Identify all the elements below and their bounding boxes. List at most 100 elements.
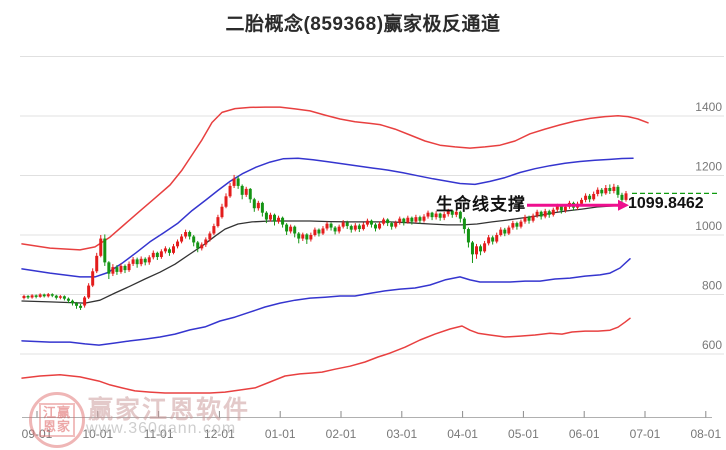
candle — [600, 187, 604, 197]
candle — [260, 201, 264, 217]
candle — [462, 217, 466, 234]
candle — [608, 184, 612, 194]
x-tick-label: 06-01 — [569, 427, 600, 441]
channel-line-upper-red — [21, 106, 649, 251]
support-arrow-head — [618, 199, 629, 211]
candle — [75, 301, 79, 309]
candle — [418, 215, 422, 224]
candle — [135, 257, 139, 268]
candle — [588, 193, 592, 203]
candle — [337, 224, 341, 234]
candle — [204, 237, 208, 247]
candle — [519, 219, 523, 229]
candle — [604, 185, 608, 195]
candle — [341, 220, 345, 229]
candle — [99, 235, 103, 258]
candle — [200, 242, 204, 251]
candle — [184, 229, 188, 239]
candle — [79, 304, 83, 310]
candle — [252, 197, 256, 212]
candle — [83, 295, 87, 308]
candle — [180, 234, 184, 244]
candle — [539, 210, 543, 220]
candle — [91, 268, 95, 288]
candle — [50, 293, 54, 298]
x-tick-label: 05-01 — [508, 427, 539, 441]
candle — [584, 193, 588, 203]
y-tick-label: 600 — [702, 338, 722, 352]
seal-text-line2: 恩家 — [42, 419, 71, 434]
candle — [470, 240, 474, 263]
candle — [317, 228, 321, 237]
candle — [430, 211, 434, 221]
candle — [103, 234, 107, 266]
candle — [224, 193, 228, 209]
candle — [333, 226, 337, 235]
y-tick-label: 1000 — [695, 219, 722, 233]
channel-line-upper-blue — [21, 157, 634, 278]
x-tick-label: 08-01 — [690, 427, 721, 441]
candle — [216, 214, 220, 228]
candle — [422, 214, 426, 223]
candle — [369, 219, 373, 228]
candle — [321, 226, 325, 235]
lifeline-support-label: 生命线支撑 — [436, 195, 526, 214]
lifeline-curve — [21, 204, 627, 304]
x-tick-label: 01-01 — [265, 427, 296, 441]
candle — [406, 215, 410, 224]
page-title: 二胎概念(859368)赢家极反通道 — [225, 14, 501, 35]
candle — [475, 243, 479, 259]
candle — [289, 224, 293, 234]
candle — [167, 247, 171, 256]
candle — [131, 257, 135, 266]
watermark-seal-text: 江赢 恩家 — [38, 403, 75, 437]
candle — [410, 216, 414, 225]
candle — [495, 232, 499, 244]
candle — [454, 209, 458, 218]
y-tick-label: 1400 — [695, 100, 722, 114]
candle — [54, 294, 58, 300]
candle — [378, 221, 382, 230]
candle — [325, 221, 329, 231]
candle — [479, 244, 483, 256]
x-tick-label: 10-01 — [82, 427, 113, 441]
candle — [163, 246, 167, 254]
candle — [30, 294, 34, 299]
candle — [220, 203, 224, 219]
candle — [143, 257, 147, 266]
candle — [22, 294, 26, 300]
candle — [353, 223, 357, 232]
candle — [58, 295, 62, 300]
candle — [272, 213, 276, 226]
watermark-seal-logo: 江赢 恩家 — [29, 392, 85, 448]
candle — [107, 261, 111, 280]
candle — [624, 190, 628, 202]
candle — [466, 227, 470, 248]
candle — [208, 231, 212, 242]
candle — [301, 232, 305, 241]
candle — [236, 176, 240, 189]
watermark-brand-text: 赢家江恩软件 — [88, 396, 251, 424]
x-tick-label: 12-01 — [204, 427, 235, 441]
candle — [111, 264, 115, 277]
candle — [151, 250, 155, 260]
candle — [115, 265, 119, 275]
candle — [26, 295, 30, 299]
candle — [42, 293, 46, 298]
channel-line-lower-blue — [21, 258, 631, 346]
candle — [313, 227, 317, 237]
candle — [543, 208, 547, 219]
y-tick-label: 1200 — [695, 160, 722, 174]
candle — [458, 210, 462, 223]
candle — [402, 217, 406, 226]
candle — [305, 233, 309, 244]
candle — [70, 299, 74, 306]
candle — [515, 221, 519, 230]
candle — [212, 223, 216, 235]
candle — [34, 294, 38, 299]
candle — [398, 216, 402, 225]
candle — [592, 191, 596, 201]
candle — [87, 283, 91, 299]
candle — [147, 255, 151, 265]
